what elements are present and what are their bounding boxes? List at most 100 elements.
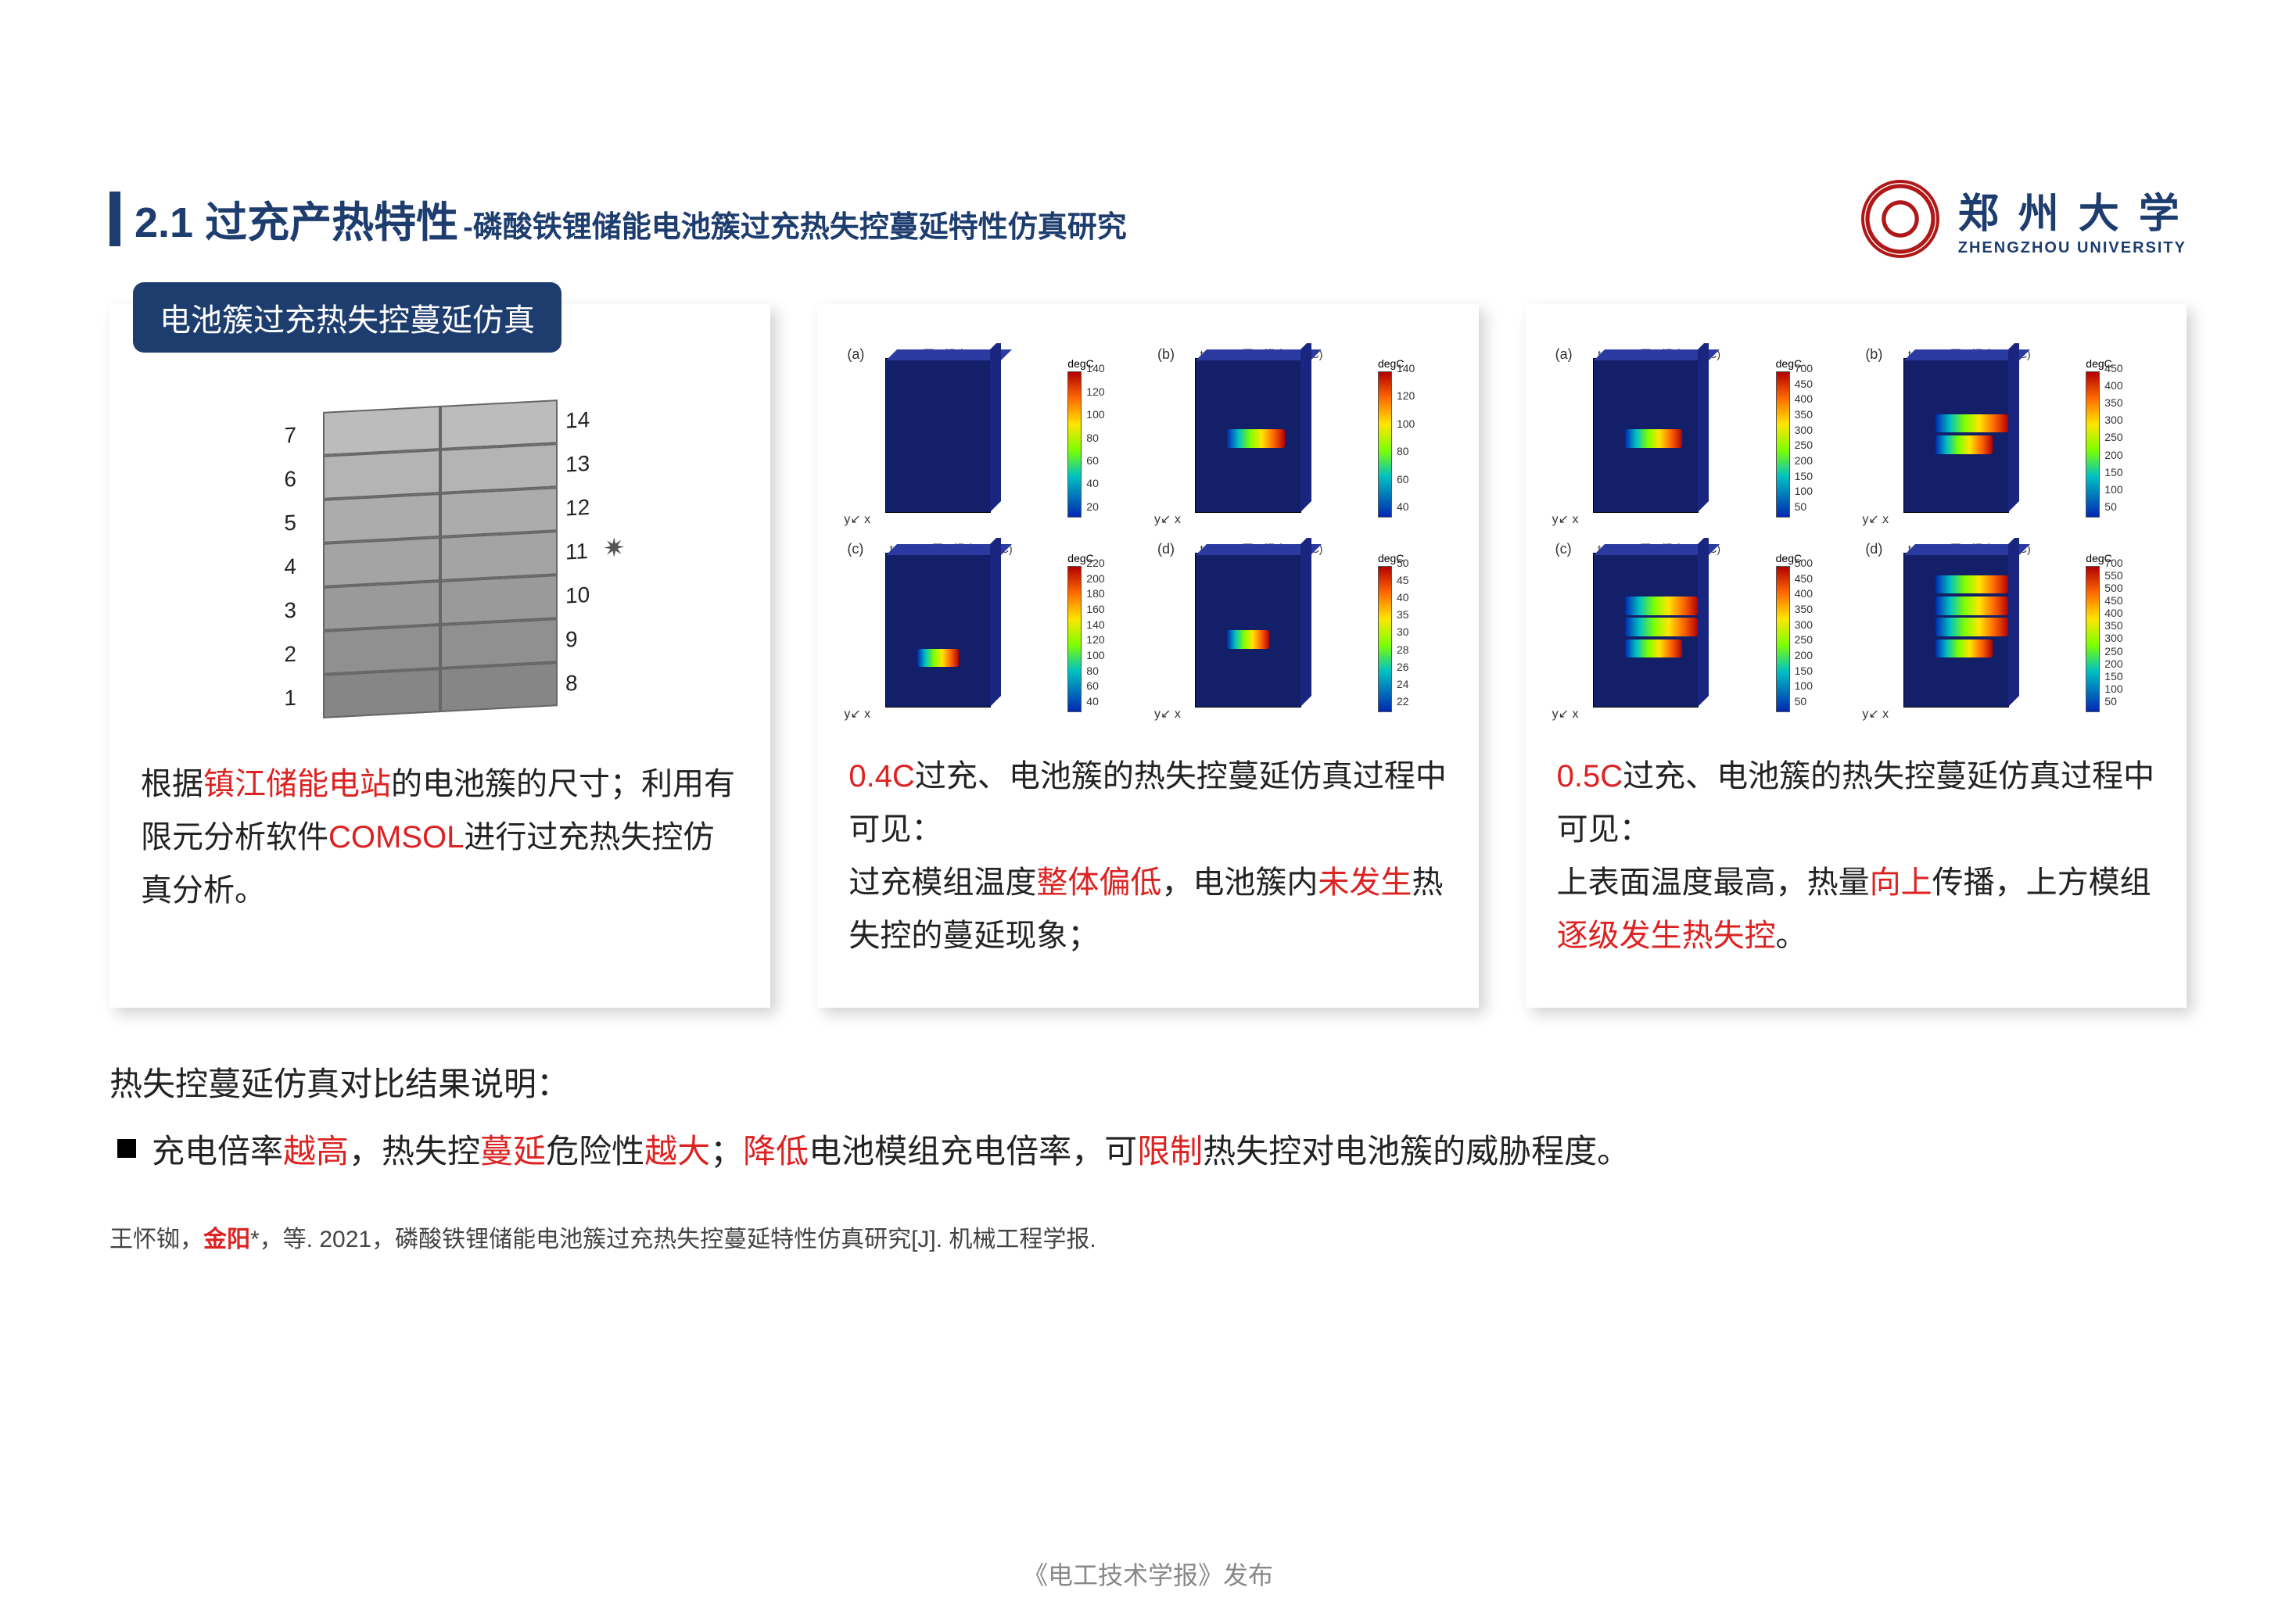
- colorbar-tick: 28: [1397, 643, 1409, 656]
- t: 0.5C: [1557, 759, 1623, 794]
- t: COMSOL: [328, 820, 464, 854]
- stack-layer-right: [440, 531, 558, 581]
- stack-layer-right: [440, 662, 558, 712]
- colorbar: degC45040035030025020015010050: [2086, 343, 2163, 532]
- stack-layer-left: [323, 406, 440, 456]
- colorbar-tick: 35: [1397, 608, 1409, 621]
- colorbar-tick: 500: [1795, 557, 1813, 569]
- sim-cell: (d)t=2350s 图：温度 (degC)y↙ x: [1859, 538, 2079, 726]
- colorbar-tick: 100: [2104, 683, 2122, 695]
- colorbar-ticks: 50045040035030025020015010050: [1795, 557, 1813, 708]
- university-logo: 郑 州 大 学 ZHENGZHOU UNIVERSITY: [1861, 180, 2187, 258]
- t: 。: [1776, 919, 1807, 953]
- cit-a1: 王怀铷，: [109, 1227, 203, 1252]
- colorbar: degC70055050045040035030025020015010050: [2086, 538, 2163, 726]
- colorbar-strip: [2086, 371, 2100, 518]
- colorbar-tick: 250: [1795, 633, 1813, 646]
- colorbar-tick: 450: [2104, 594, 2122, 607]
- panels-row: 电池簇过充热失控蔓延仿真 7146135124113102918✷ 根据镇江储能…: [109, 304, 2187, 1008]
- colorbar-tick: 50: [2104, 695, 2122, 708]
- colorbar-tick: 700: [2104, 557, 2122, 569]
- footer: 《电工技术学报》发布: [1023, 1556, 1273, 1592]
- sim-sublabel: (a): [1555, 346, 1573, 363]
- stack-layer-left: [323, 537, 440, 587]
- sim-hot-band: [1227, 630, 1268, 648]
- colorbar-ticks: 14012010080604020: [1086, 362, 1104, 513]
- colorbar-strip: [1067, 371, 1082, 518]
- stack-layer-right: [440, 487, 558, 537]
- t: 根据: [141, 767, 203, 801]
- colorbar-tick: 100: [1795, 485, 1813, 497]
- title-main: 2.1 过充产热特性: [135, 188, 458, 249]
- panel-model: 电池簇过充热失控蔓延仿真 7146135124113102918✷ 根据镇江储能…: [109, 304, 770, 1008]
- axis-mark: y↙ x: [1154, 511, 1181, 527]
- stack-right-label: 14: [565, 406, 612, 433]
- colorbar-tick: 50: [1795, 500, 1813, 513]
- t: 限制: [1137, 1133, 1203, 1170]
- stack-layer-left: [323, 493, 440, 543]
- colorbar: degC70045040035030025020015010050: [1776, 343, 1853, 532]
- colorbar-tick: 150: [2104, 466, 2122, 478]
- sim-hot-band: [1625, 640, 1682, 657]
- t: 上表面温度最高，热量: [1557, 865, 1870, 900]
- colorbar: degC50045040035030025020015010050: [1776, 538, 1853, 726]
- title-text: 2.1 过充产热特性 -磷酸铁锂储能电池簇过充热失控蔓延特性仿真研究: [135, 188, 1127, 249]
- sim-hot-band: [1935, 414, 2008, 432]
- colorbar-tick: 100: [1086, 408, 1104, 421]
- colorbar-tick: 120: [1086, 385, 1104, 398]
- colorbar-tick: 500: [2104, 582, 2122, 594]
- t: 传播，上方模组: [1932, 865, 2151, 900]
- colorbar-tick: 26: [1397, 661, 1409, 673]
- colorbar-tick: 400: [2104, 607, 2122, 619]
- colorbar-strip: [1067, 566, 1082, 713]
- sim-cell: (c)t=2270s 图：温度 (degC)y↙ x: [1549, 538, 1770, 726]
- title-accent: [109, 192, 120, 246]
- colorbar-tick: 45: [1397, 574, 1409, 586]
- t: 电池模组充电倍率，可: [809, 1133, 1137, 1170]
- colorbar-tick: 22: [1397, 695, 1409, 708]
- stack-right-label: 9: [565, 625, 612, 652]
- colorbar: degC220200180160140120100806040: [1067, 538, 1145, 726]
- cit-a2: 金阳: [203, 1227, 250, 1252]
- title-sub: -磷酸铁锂储能电池簇过充热失控蔓延特性仿真研究: [463, 202, 1127, 245]
- sim-hot-band: [1625, 618, 1698, 636]
- axis-mark: y↙ x: [1552, 706, 1579, 722]
- t: 逐级发生热失控: [1557, 919, 1776, 953]
- colorbar-tick: 80: [1397, 445, 1415, 457]
- colorbar-strip: [1378, 566, 1392, 713]
- colorbar-tick: 80: [1086, 432, 1104, 444]
- t: 镇江储能电站: [203, 767, 391, 801]
- slide: 2.1 过充产热特性 -磷酸铁锂储能电池簇过充热失控蔓延特性仿真研究 郑 州 大…: [0, 0, 2296, 1623]
- stack-right-label: 13: [565, 450, 612, 477]
- t: ，热失控: [349, 1133, 480, 1170]
- logo-text: 郑 州 大 学 ZHENGZHOU UNIVERSITY: [1958, 181, 2187, 257]
- sim-cell: (a)t=2100s 图：温度 (degC)y↙ x: [1549, 343, 1770, 532]
- colorbar-ticks: 70045040035030025020015010050: [1795, 362, 1813, 513]
- colorbar-tick: 200: [2104, 449, 2122, 461]
- t: 过充模组温度: [848, 865, 1036, 900]
- colorbar-tick: 40: [1397, 591, 1409, 604]
- sim-cell: (c)t=2150s 图：温度 (degC)y↙ x: [841, 538, 1061, 726]
- colorbar-tick: 450: [2104, 362, 2122, 374]
- colorbar-tick: 100: [2104, 483, 2122, 496]
- t: 蔓延: [480, 1133, 546, 1170]
- t: 过充、电池簇的热失控蔓延仿真过程中可见：: [848, 759, 1447, 847]
- colorbar-tick: 24: [1397, 678, 1409, 690]
- stack-layer-left: [323, 625, 440, 675]
- t: 降低: [743, 1133, 809, 1170]
- colorbar-strip: [1776, 371, 1790, 518]
- colorbar-tick: 200: [2104, 657, 2122, 670]
- sim-cell: (b)t=2230s 图：温度 (degC)y↙ x: [1859, 343, 2079, 532]
- panel-05c: (a)t=2100s 图：温度 (degC)y↙ xdegC7004504003…: [1526, 304, 2187, 1008]
- axis-mark: y↙ x: [1552, 511, 1579, 527]
- sim-sublabel: (b): [1865, 346, 1882, 363]
- sim-cell: (a)t=0s 图：温度 (degC)y↙ x: [841, 343, 1061, 532]
- colorbar-tick: 60: [1397, 473, 1415, 485]
- sim-cube: [1903, 358, 2009, 513]
- colorbar-strip: [1776, 566, 1790, 713]
- colorbar-tick: 50: [1397, 557, 1409, 569]
- sim-cube: [1593, 553, 1699, 708]
- sim-cube: [885, 358, 991, 513]
- battery-stack-model: 7146135124113102918✷: [109, 367, 770, 742]
- colorbar-tick: 550: [2104, 569, 2122, 582]
